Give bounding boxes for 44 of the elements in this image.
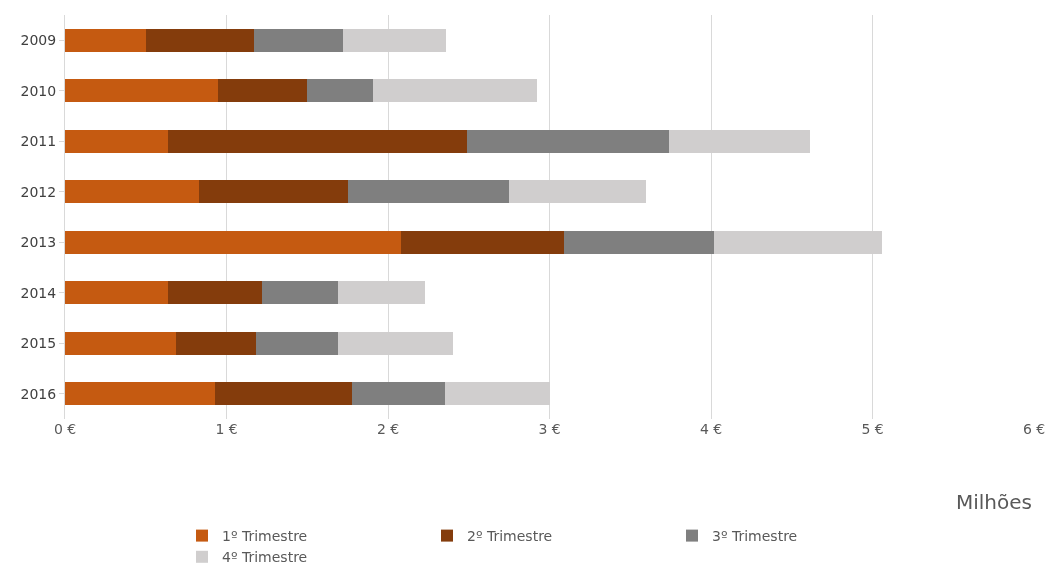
bar — [176, 331, 256, 355]
y-tick-label: 2016 — [20, 385, 57, 402]
x-axis-title: Milhões — [956, 490, 1033, 514]
x-tick-label: 0 € — [53, 421, 77, 437]
bar — [168, 281, 263, 305]
y-tick-label: 2010 — [20, 82, 57, 99]
bar — [65, 230, 401, 254]
bar — [65, 28, 146, 52]
bar — [218, 79, 308, 103]
y-tick-label: 2011 — [20, 133, 57, 150]
bar — [352, 382, 445, 406]
y-tick-label: 2012 — [20, 183, 57, 200]
y-tick-label: 2009 — [20, 32, 57, 49]
bar — [262, 281, 338, 305]
legend-label: 3º Trimestre — [712, 528, 798, 545]
bar — [400, 230, 565, 254]
bar — [65, 180, 200, 204]
x-tick-label: 2 € — [376, 421, 400, 437]
bar — [65, 382, 216, 406]
bar — [467, 129, 670, 153]
bar — [65, 331, 177, 355]
y-tick-label: 2014 — [20, 284, 57, 301]
bar — [255, 331, 338, 355]
bar — [253, 28, 343, 52]
bar — [145, 28, 254, 52]
bar — [65, 281, 169, 305]
legend-label: 2º Trimestre — [467, 528, 553, 545]
x-tick-label: 6 € — [1022, 421, 1046, 437]
x-tick-label: 1 € — [215, 421, 238, 437]
bar — [168, 129, 468, 153]
bar — [65, 79, 219, 103]
bar — [347, 180, 510, 204]
legend-label: 4º Trimestre — [222, 549, 308, 566]
bar — [564, 230, 715, 254]
y-tick-label: 2015 — [20, 335, 57, 352]
x-tick-label: 5 € — [861, 421, 884, 437]
bar — [307, 79, 374, 103]
bar — [65, 129, 169, 153]
legend-label: 1º Trimestre — [222, 528, 308, 545]
bar — [199, 180, 348, 204]
y-tick-label: 2013 — [20, 234, 57, 251]
x-tick-label: 4 € — [699, 421, 723, 437]
bar — [215, 382, 353, 406]
x-tick-label: 3 € — [538, 421, 561, 437]
